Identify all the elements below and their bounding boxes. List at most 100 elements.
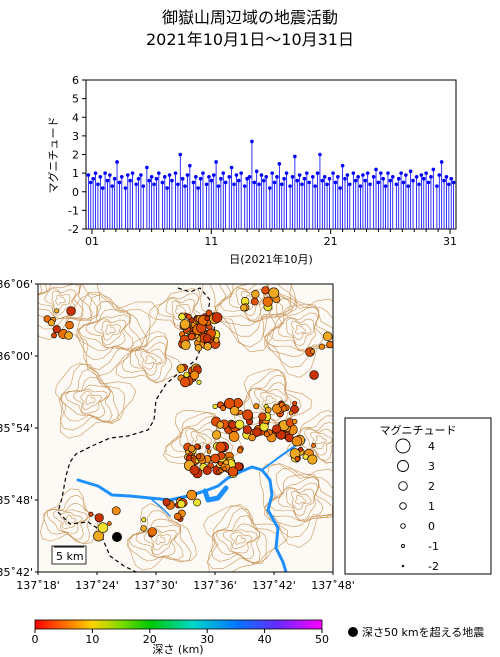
magnitude-point — [103, 171, 107, 175]
magnitude-point — [302, 176, 307, 181]
contour-line — [207, 504, 279, 570]
epicenter — [217, 461, 223, 466]
chart-xlabel: 日(2021年10月) — [229, 252, 313, 266]
contour-line — [194, 435, 207, 445]
contour-line — [222, 529, 258, 554]
magnitude-point — [125, 173, 130, 177]
contour-line — [105, 324, 116, 335]
magnitude-point — [211, 173, 216, 177]
legend-label: 0 — [428, 520, 435, 533]
magnitude-point — [356, 175, 360, 179]
magnitude-point — [406, 184, 411, 188]
magnitude-point — [108, 173, 112, 177]
epicenter-map: 5 km 36˚06' 36˚00' 35˚54' 35˚48' 35˚42' 137˚… — [0, 278, 355, 592]
magnitude-point — [247, 175, 252, 179]
epicenter — [206, 449, 212, 454]
magnitude-point — [239, 171, 243, 175]
epicenter — [94, 513, 104, 523]
magnitude-point — [183, 184, 187, 188]
contour-line — [43, 494, 91, 544]
epicenter — [47, 319, 55, 327]
magnitude-point — [351, 171, 356, 175]
magnitude-point — [435, 184, 439, 188]
magnitude-point — [386, 171, 390, 175]
epicenter — [54, 308, 60, 314]
magnitude-point — [198, 176, 203, 181]
contour-line — [263, 298, 333, 358]
magnitude-point — [160, 180, 165, 185]
epicenter — [215, 441, 226, 453]
magnitude-point — [110, 184, 115, 188]
contour-line — [51, 290, 71, 311]
latitude-labels: 36˚06' 36˚00' 35˚54' 35˚48' 35˚42' — [0, 278, 38, 579]
contour-line — [55, 294, 66, 305]
deep-event-marker — [348, 627, 358, 637]
y-axis: 6 5 4 3 2 1 0 -1 -2 — [68, 74, 86, 236]
contour-line — [52, 509, 88, 534]
legend-title: マグニチュード — [380, 423, 457, 437]
epicenter — [107, 521, 112, 526]
contour-line — [85, 314, 130, 349]
legend-symbol — [398, 481, 408, 491]
epicenter — [234, 419, 245, 430]
contour-line — [40, 488, 99, 545]
epicenter — [51, 332, 57, 339]
epicenter — [65, 321, 74, 330]
magnitude-point — [290, 175, 295, 179]
magnitude-point — [300, 182, 304, 187]
magnitude-point — [327, 176, 332, 181]
legend-label: 4 — [428, 440, 435, 453]
epicenter — [193, 498, 201, 507]
colorbar-tick-label: 30 — [200, 633, 214, 646]
magnitude-point — [417, 182, 421, 187]
magnitude-point — [353, 178, 358, 183]
contour-line — [286, 318, 315, 347]
contour-line — [121, 335, 173, 384]
magnitude-point — [270, 171, 274, 175]
epicenter — [180, 377, 191, 388]
y-tick-label: 0 — [72, 186, 79, 199]
epicenter — [141, 517, 147, 523]
contour-line — [128, 503, 197, 571]
contour-line — [235, 534, 247, 545]
epicenter — [93, 530, 104, 542]
figure-title: 御嶽山周辺域の地震活動 — [161, 8, 338, 27]
magnitude-point — [401, 180, 406, 185]
epicenter — [186, 489, 197, 501]
lon-label: 137˚24' — [75, 579, 119, 592]
magnitude-point — [105, 178, 110, 183]
magnitude-point — [404, 173, 408, 177]
magnitude-point — [134, 182, 138, 187]
contour-line — [65, 293, 159, 377]
legend-label: 2 — [428, 480, 435, 493]
longitude-labels: 137˚18' 137˚24' 137˚30' 137˚36' 137˚42' 137˚4… — [16, 572, 355, 592]
magnitude-point — [408, 169, 413, 174]
magnitude-point — [426, 180, 431, 185]
epicenter — [190, 370, 200, 380]
epicenter — [178, 313, 186, 321]
magnitude-point — [365, 171, 370, 175]
lat-label: 35˚48' — [0, 494, 33, 507]
legend-symbol — [395, 438, 411, 454]
contour-line — [209, 284, 297, 348]
contour-line — [263, 468, 333, 528]
depth-colorbar: 0 10 20 30 40 50 深さ (km) — [32, 619, 329, 656]
contour-line — [134, 348, 166, 376]
magnitude-point — [320, 178, 325, 183]
epicenter — [265, 406, 272, 414]
magnitude-point — [318, 152, 322, 157]
y-tick-label: -2 — [68, 223, 79, 236]
epicenter — [179, 319, 190, 330]
magnitude-point — [399, 171, 403, 175]
epicenter — [174, 512, 182, 521]
epicenter — [292, 418, 298, 425]
magnitude-point — [214, 160, 218, 164]
epicenter — [203, 334, 212, 343]
epicenter — [294, 455, 301, 462]
y-tick-label: 6 — [72, 74, 79, 87]
colorbar-ticks: 0 10 20 30 40 50 — [32, 629, 329, 646]
magnitude-point — [257, 182, 261, 187]
epicenter — [202, 465, 212, 475]
y-tick-label: 5 — [72, 93, 79, 106]
